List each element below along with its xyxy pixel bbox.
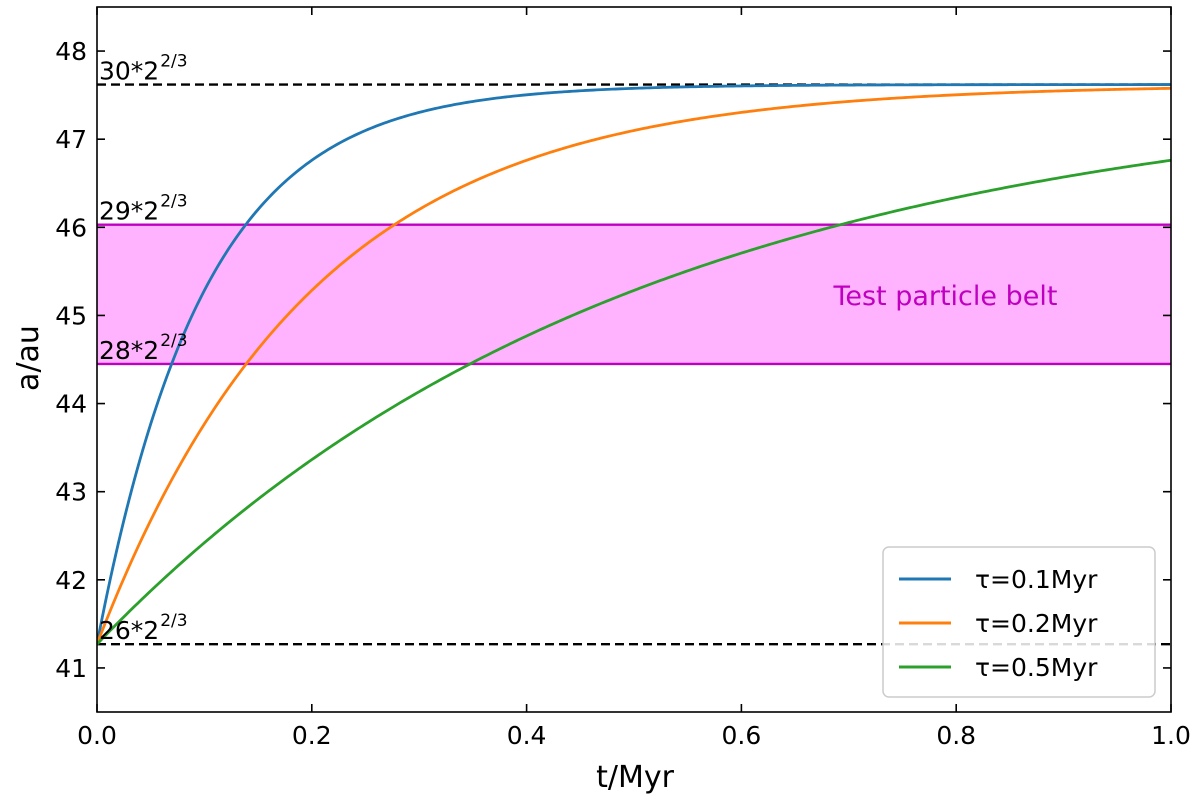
reference-label-1: 26*2 xyxy=(99,616,159,645)
legend-label-2: τ=0.5Myr xyxy=(975,653,1098,682)
x-tick-label-0: 0.0 xyxy=(77,721,117,750)
y-axis-label: a/au xyxy=(11,325,46,391)
reference-label-sup-1: 2/3 xyxy=(160,611,187,631)
series-curves xyxy=(97,83,1171,646)
plot-frame xyxy=(96,6,1172,713)
legend: τ=0.1Myr τ=0.2Myr τ=0.5Myr xyxy=(882,546,1156,698)
x-tick-label-5: 1.0 xyxy=(1151,721,1191,750)
axes: 0.0 0.2 0.4 0.6 0.8 1.0 41 42 43 44 45 46 47 48 xyxy=(55,6,1191,750)
series-line-1 xyxy=(97,86,1171,645)
belt-band xyxy=(97,224,1171,364)
y-tick-label-0: 41 xyxy=(55,654,87,683)
x-tick-label-3: 0.6 xyxy=(722,721,762,750)
reference-label-0: 30*2 xyxy=(99,57,159,86)
legend-label-1: τ=0.2Myr xyxy=(975,609,1098,638)
y-tick-label-2: 43 xyxy=(55,478,87,507)
y-tick-label-1: 42 xyxy=(55,566,87,595)
legend-label-0: τ=0.1Myr xyxy=(975,565,1098,594)
y-tick-label-7: 48 xyxy=(55,37,87,66)
x-tick-label-1: 0.2 xyxy=(292,721,332,750)
x-axis-label: t/Myr xyxy=(596,760,675,795)
x-tick-label-2: 0.4 xyxy=(507,721,547,750)
series-line-2 xyxy=(97,158,1171,646)
y-tick-label-6: 47 xyxy=(55,125,87,154)
reference-label-2: 29*2 xyxy=(99,197,159,226)
reference-label-sup-3: 2/3 xyxy=(160,331,187,351)
y-tick-label-3: 44 xyxy=(55,390,87,419)
series-line-0 xyxy=(97,83,1171,645)
reference-label-sup-0: 2/3 xyxy=(160,52,187,72)
belt-label: Test particle belt xyxy=(832,281,1057,312)
y-tick-label-4: 45 xyxy=(55,301,87,330)
x-tick-label-4: 0.8 xyxy=(936,721,976,750)
reference-label-sup-2: 2/3 xyxy=(160,192,187,212)
legend-box xyxy=(882,546,1156,698)
y-tick-label-5: 46 xyxy=(55,213,87,242)
reference-label-3: 28*2 xyxy=(99,336,159,365)
